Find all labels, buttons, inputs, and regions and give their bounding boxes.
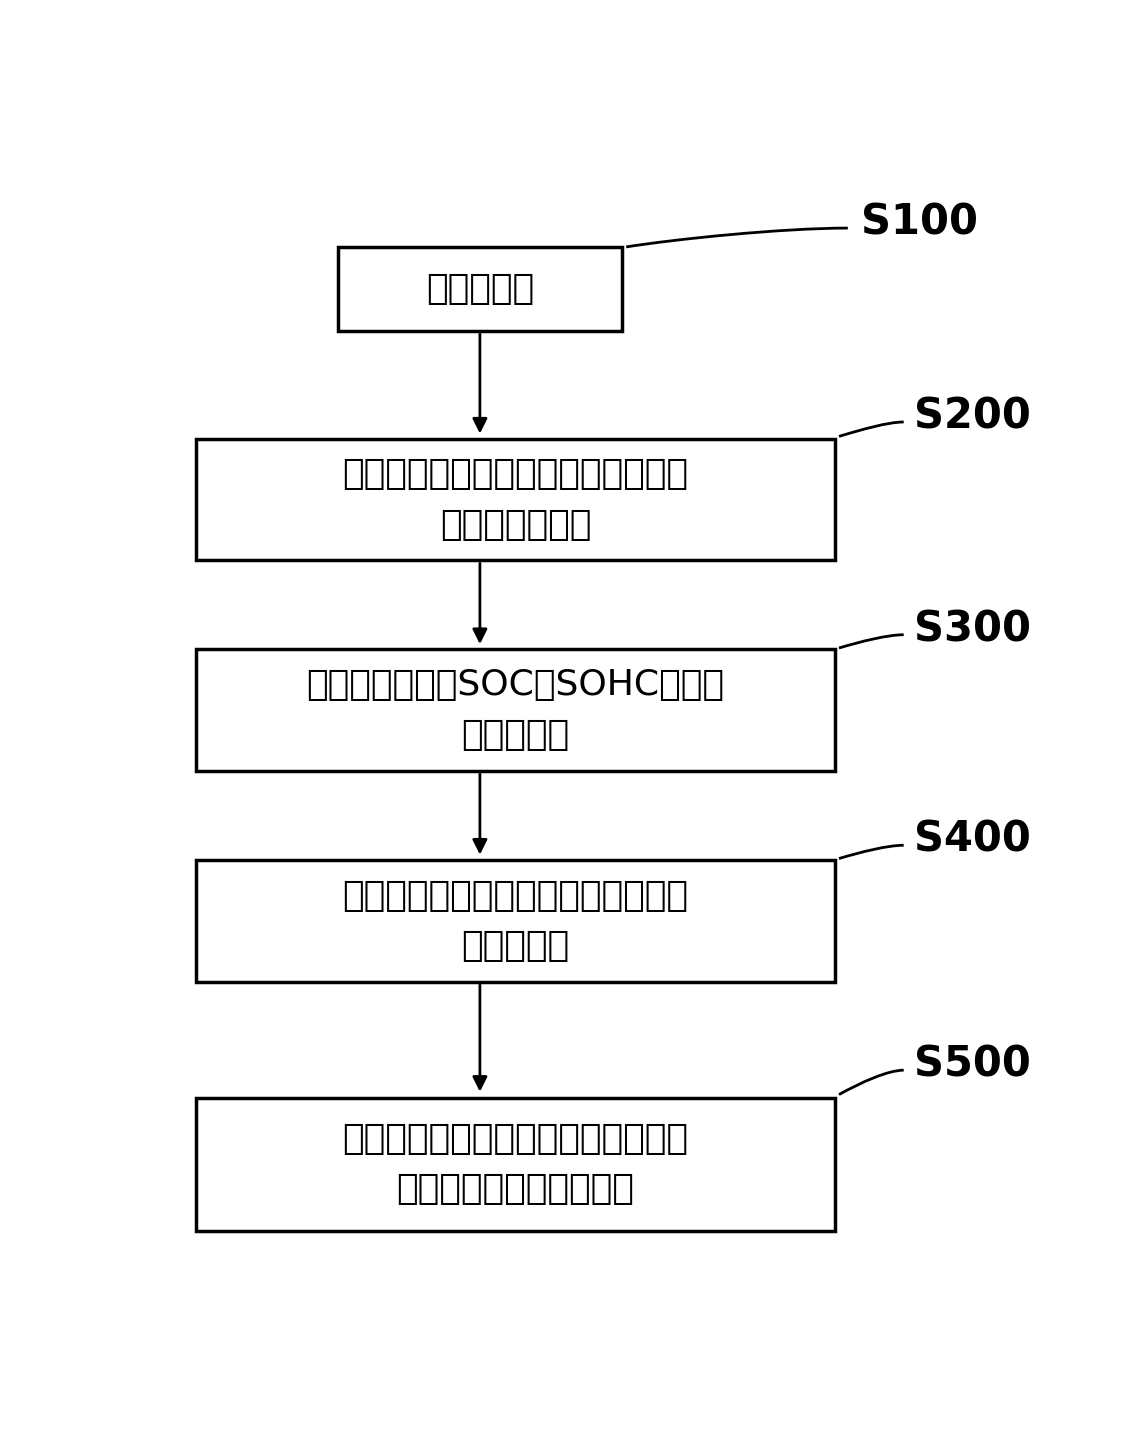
Bar bbox=[339, 248, 622, 331]
Bar bbox=[197, 439, 835, 561]
Text: S200: S200 bbox=[914, 396, 1031, 437]
Bar bbox=[197, 859, 835, 981]
Text: 初始化系统: 初始化系统 bbox=[426, 272, 534, 307]
Text: 实时超短期预测光伏、风机出力及本
地负荷需求: 实时超短期预测光伏、风机出力及本 地负荷需求 bbox=[342, 878, 689, 963]
Text: S500: S500 bbox=[914, 1043, 1031, 1085]
Bar bbox=[197, 649, 835, 771]
Bar bbox=[197, 1098, 835, 1230]
Text: 根据超短期预测结果，对日前经济调
度结果进行实时滚动优化: 根据超短期预测结果，对日前经济调 度结果进行实时滚动优化 bbox=[342, 1122, 689, 1206]
Text: 基于预测功率及SOC、SOHC进行日
前经济调度: 基于预测功率及SOC、SOHC进行日 前经济调度 bbox=[307, 668, 724, 753]
Text: S300: S300 bbox=[914, 609, 1032, 650]
Text: S100: S100 bbox=[861, 201, 978, 243]
Text: 日前预测光伏阵列、风力发电机出力
及本地负荷需求: 日前预测光伏阵列、风力发电机出力 及本地负荷需求 bbox=[342, 458, 689, 541]
Text: S400: S400 bbox=[914, 819, 1031, 861]
